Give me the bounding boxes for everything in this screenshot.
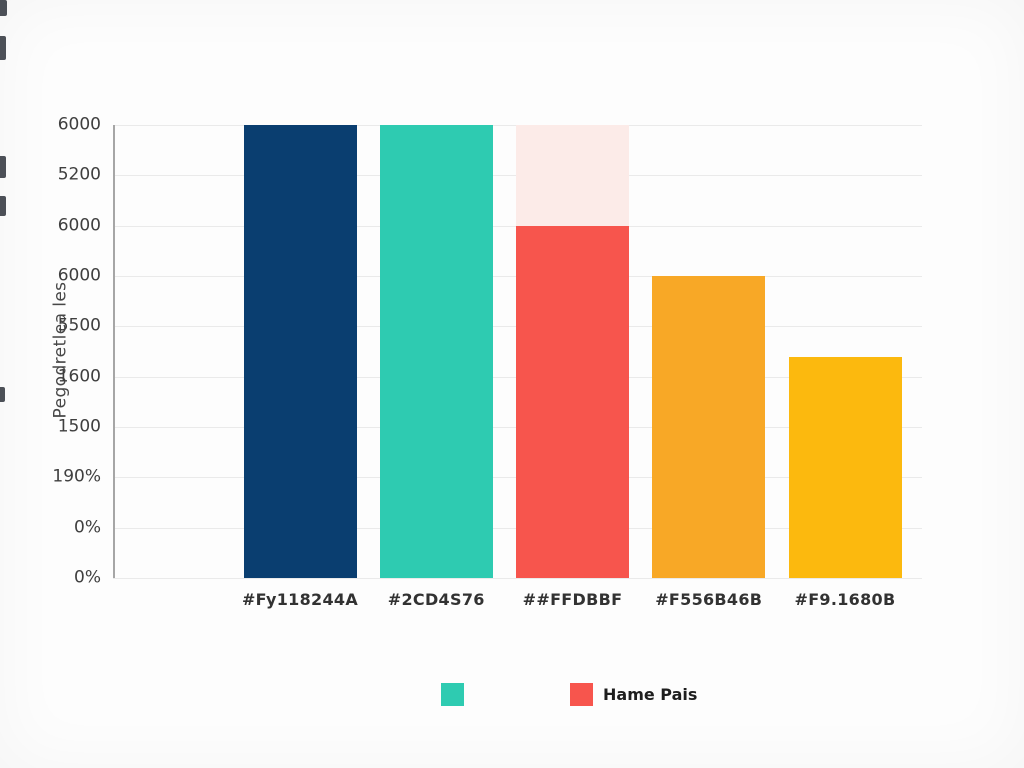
gridline (113, 578, 922, 579)
bar-3-overlay-segment (516, 125, 629, 226)
legend-swatch (570, 683, 593, 706)
y-axis-tick-label: 190% (52, 466, 101, 487)
photo-artifact (0, 387, 5, 402)
y-axis-tick-label: 0% (74, 567, 101, 588)
x-axis-tick-label: #2CD4S76 (387, 590, 485, 609)
y-axis-tick-label: 6000 (57, 265, 101, 286)
y-axis-tick-label: 6000 (57, 215, 101, 236)
photo-artifact (0, 156, 6, 178)
y-axis-line (113, 125, 115, 578)
x-axis-tick-label: #F9.1680B (794, 590, 896, 609)
y-axis-tick-label: 6000 (57, 114, 101, 135)
bar-2 (379, 125, 493, 578)
photo-artifact (0, 0, 7, 16)
bar-5 (788, 356, 902, 578)
bar-4 (652, 276, 766, 578)
y-axis-tick-label: 5200 (57, 164, 101, 185)
y-axis-tick-label: 5500 (57, 315, 101, 336)
x-axis-tick-label: #F556B46B (655, 590, 763, 609)
y-axis-tick-label: 1600 (57, 366, 101, 387)
legend-label: Hame Pais (603, 685, 698, 704)
x-axis-tick-label: #Fy118244A (241, 590, 359, 609)
photo-artifact (0, 36, 6, 60)
photo-artifact (0, 196, 6, 216)
legend-item: Hame Pais (570, 683, 697, 706)
legend-item (441, 683, 464, 706)
x-axis-tick-label: ##FFDBBF (522, 590, 623, 609)
bar-1 (243, 125, 357, 578)
y-axis-tick-label: 1500 (57, 416, 101, 437)
bar-3 (516, 225, 629, 578)
legend-swatch (441, 683, 464, 706)
y-axis-tick-label: 0% (74, 517, 101, 538)
